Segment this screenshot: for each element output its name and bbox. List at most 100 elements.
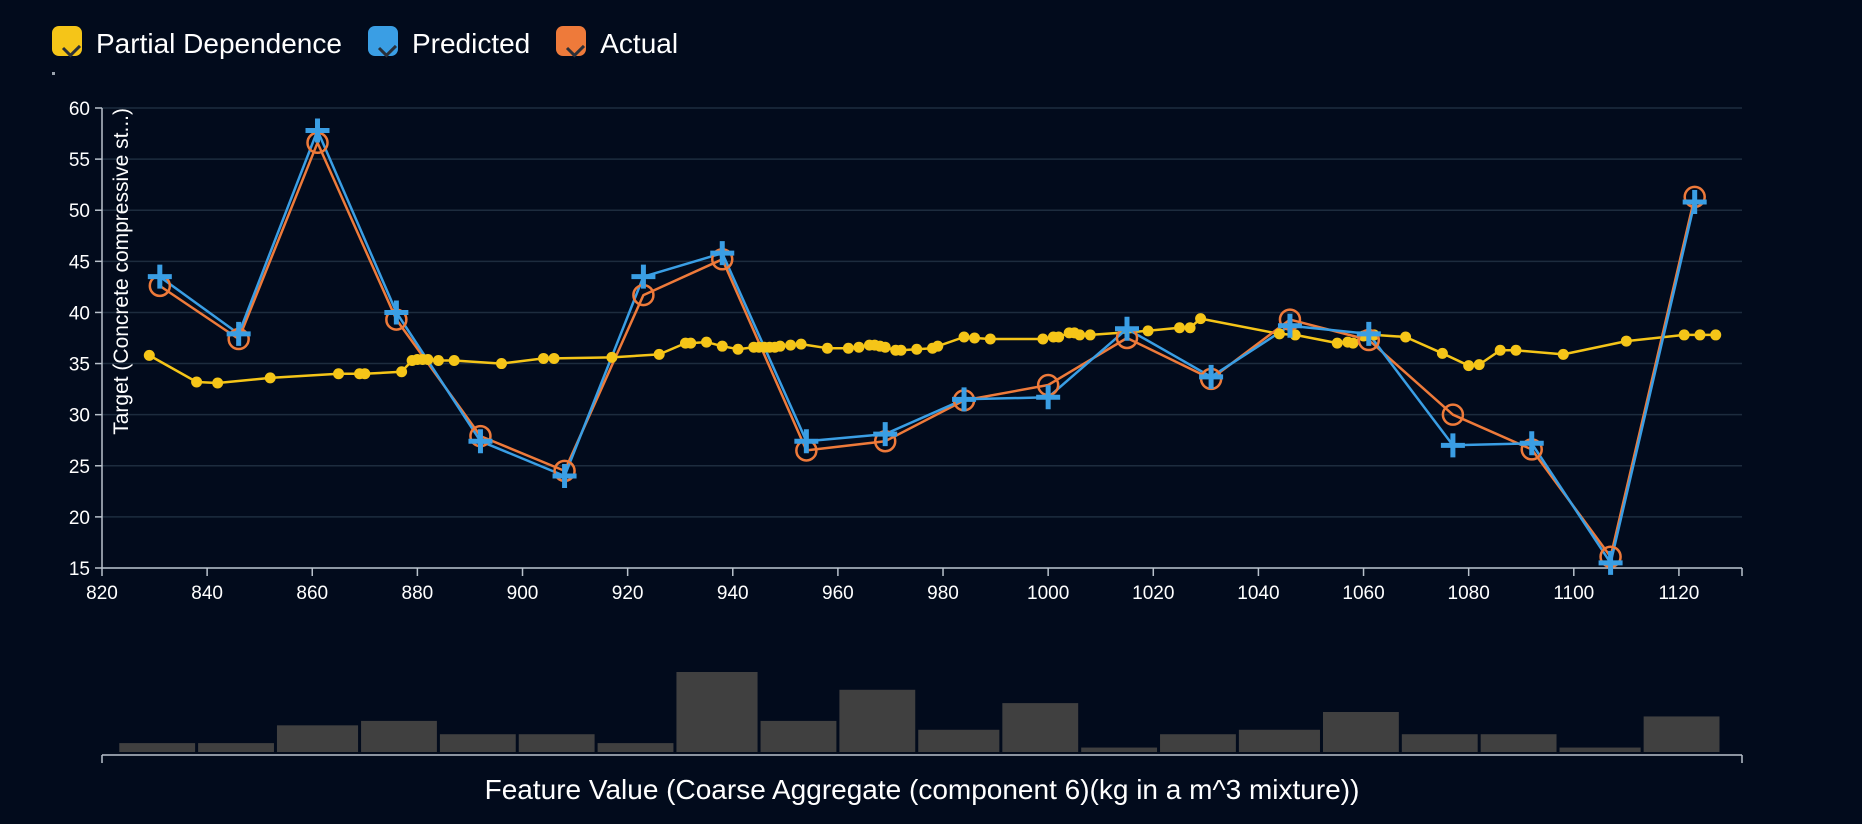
axes: 15 20 25 30 35 40 45 50 55 60 820 840 860 880 900 920 94… — [69, 99, 1743, 604]
partial-dependence-point — [1289, 329, 1301, 341]
x-tick-label: 980 — [927, 583, 959, 604]
legend-item-actual[interactable]: Actual — [556, 26, 679, 60]
histogram-bar — [760, 720, 837, 752]
partial-dependence-point — [911, 343, 923, 355]
predicted-point — [226, 321, 251, 346]
partial-dependence-point — [1184, 322, 1196, 334]
predicted-point — [1356, 321, 1381, 346]
series-layer — [143, 118, 1722, 575]
x-tick-label: 860 — [296, 583, 328, 604]
predicted-point — [952, 387, 977, 412]
partial-dependence-point — [1463, 360, 1475, 372]
partial-dependence-point — [842, 342, 854, 354]
partial-dependence-point — [1273, 328, 1285, 340]
partial-dependence-point — [1400, 331, 1412, 343]
x-tick-label: 820 — [86, 583, 118, 604]
x-tick-label: 880 — [402, 583, 434, 604]
y-tick-label: 50 — [69, 201, 90, 222]
partial-dependence-point — [191, 376, 203, 388]
partial-dependence-point — [969, 332, 981, 344]
checkbox-icon[interactable] — [367, 26, 398, 56]
checkbox-icon[interactable] — [52, 26, 82, 56]
predicted-point — [1598, 550, 1623, 575]
partial-dependence-point — [1436, 347, 1448, 359]
predicted-point — [794, 429, 819, 454]
legend-item-predicted[interactable]: Predicted — [367, 26, 531, 60]
partial-dependence-point — [700, 336, 712, 348]
histogram-bar — [839, 689, 916, 752]
y-tick-label: 45 — [69, 252, 90, 273]
partial-dependence-point — [333, 368, 345, 380]
predicted-point — [305, 118, 330, 143]
histogram-bar — [276, 725, 359, 752]
y-tick-label: 55 — [69, 150, 90, 171]
partial-dependence-point — [958, 331, 970, 343]
histogram-bar — [676, 672, 758, 752]
checkbox-icon[interactable] — [556, 26, 587, 56]
partial-dependence-point — [264, 372, 276, 384]
partial-dependence-point — [785, 339, 797, 351]
partial-dependence-point — [795, 338, 807, 350]
partial-dependence-point — [1037, 333, 1049, 345]
partial-dependence-point — [1142, 325, 1154, 337]
partial-dependence-point — [1620, 335, 1632, 347]
partial-dependence-point — [732, 343, 744, 355]
predicted-point — [1440, 433, 1465, 458]
partial-dependence-point — [895, 344, 907, 356]
partial-dependence-point — [932, 340, 944, 352]
x-tick-label: 840 — [191, 583, 223, 604]
partial-dependence-point — [1510, 344, 1522, 356]
partial-dependence-point — [1710, 329, 1722, 341]
x-tick-label: 920 — [612, 583, 644, 604]
partial-dependence-point — [821, 342, 833, 354]
y-tick-label: 25 — [69, 457, 90, 478]
predicted-point — [552, 464, 577, 488]
partial-dependence-point — [538, 352, 550, 364]
partial-dependence-point — [984, 333, 996, 345]
histogram-bar — [439, 734, 516, 752]
predicted-point — [1199, 364, 1224, 389]
partial-dependence-point — [1347, 337, 1359, 349]
histogram-bar — [1401, 734, 1478, 752]
partial-dependence-point — [548, 352, 560, 364]
partial-dependence-point — [606, 351, 618, 363]
x-tick-label: 1000 — [1027, 583, 1069, 604]
partial-dependence-point — [422, 353, 434, 365]
x-tick-label: 1020 — [1132, 583, 1174, 604]
histogram-bar — [1081, 747, 1158, 752]
predicted-point — [1277, 313, 1302, 338]
partial-dependence-point — [1557, 348, 1569, 360]
partial-dependence-point — [716, 340, 728, 352]
x-tick-label: 1040 — [1237, 583, 1279, 604]
predicted-point — [468, 429, 493, 454]
legend-label: Actual — [600, 28, 679, 59]
x-axis-title: Feature Value (Coarse Aggregate (compone… — [485, 774, 1360, 805]
legend-item-partial-dependence[interactable]: Partial Dependence — [52, 26, 342, 60]
feature-histogram — [101, 672, 1743, 763]
y-tick-label: 15 — [69, 559, 90, 580]
y-tick-label: 20 — [69, 508, 90, 529]
x-tick-label: 1060 — [1342, 583, 1384, 604]
partial-dependence-point — [143, 349, 155, 361]
x-tick-label: 940 — [717, 583, 749, 604]
partial-dependence-point — [879, 341, 891, 353]
y-tick-label: 40 — [69, 303, 90, 324]
predicted-point — [710, 241, 735, 266]
legend-label: Predicted — [411, 28, 531, 59]
partial-dependence-point — [1053, 331, 1065, 343]
histogram-bar — [1322, 712, 1399, 752]
histogram-bar — [1160, 734, 1236, 752]
histogram-bar — [361, 720, 437, 752]
predicted-point — [1115, 316, 1139, 341]
partial-dependence-point — [1331, 337, 1343, 349]
partial-dependence-point — [1195, 313, 1207, 325]
predicted-point — [147, 264, 172, 289]
x-tick-label: 900 — [507, 583, 539, 604]
partial-dependence-point — [1678, 329, 1690, 341]
partial-dependence-point — [396, 366, 408, 378]
partial-dependence-point — [359, 368, 371, 380]
partial-dependence-point — [495, 358, 507, 370]
partial-dependence-point — [653, 348, 665, 360]
histogram-bar — [1238, 729, 1320, 752]
